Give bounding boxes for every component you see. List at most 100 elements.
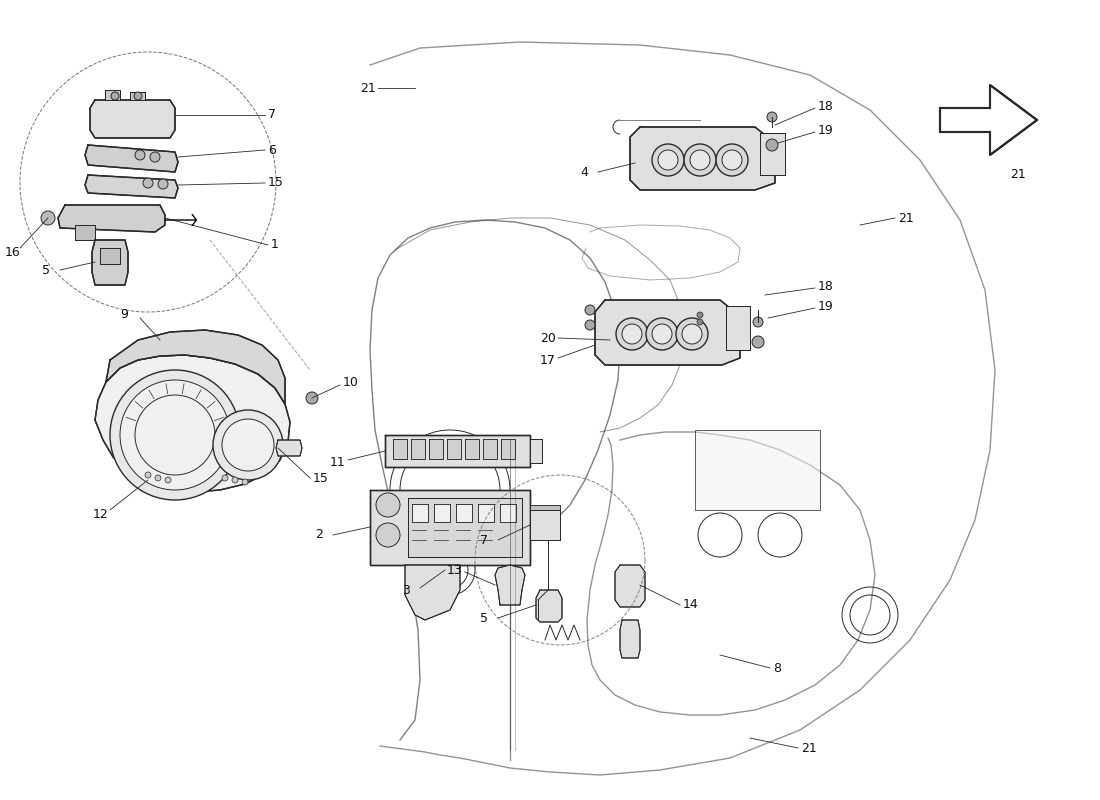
- Circle shape: [143, 178, 153, 188]
- Polygon shape: [615, 565, 645, 607]
- Polygon shape: [75, 225, 95, 240]
- Circle shape: [646, 318, 678, 350]
- Text: 13: 13: [447, 563, 463, 577]
- Text: 6: 6: [268, 143, 276, 157]
- Circle shape: [585, 305, 595, 315]
- Circle shape: [716, 144, 748, 176]
- Polygon shape: [695, 430, 820, 510]
- Polygon shape: [385, 435, 530, 467]
- Circle shape: [652, 324, 672, 344]
- Text: 2: 2: [315, 529, 323, 542]
- Text: 1: 1: [271, 238, 279, 251]
- Polygon shape: [370, 490, 530, 565]
- Polygon shape: [434, 504, 450, 522]
- Text: 9: 9: [120, 309, 128, 322]
- Circle shape: [616, 318, 648, 350]
- Polygon shape: [760, 133, 785, 175]
- Circle shape: [376, 493, 400, 517]
- Polygon shape: [536, 590, 562, 622]
- Text: 21: 21: [898, 211, 914, 225]
- Circle shape: [135, 150, 145, 160]
- Text: 21: 21: [801, 742, 816, 754]
- Circle shape: [145, 472, 151, 478]
- Circle shape: [111, 92, 119, 100]
- Text: 12: 12: [94, 507, 109, 521]
- Text: 20: 20: [540, 331, 556, 345]
- Polygon shape: [58, 205, 165, 232]
- Text: 19: 19: [818, 123, 834, 137]
- Polygon shape: [456, 504, 472, 522]
- Polygon shape: [276, 440, 303, 456]
- Text: 18: 18: [818, 279, 834, 293]
- Circle shape: [150, 152, 160, 162]
- Circle shape: [766, 139, 778, 151]
- Text: 21: 21: [1010, 169, 1025, 182]
- Circle shape: [155, 475, 161, 481]
- Text: 17: 17: [540, 354, 556, 366]
- Circle shape: [697, 312, 703, 318]
- Polygon shape: [630, 127, 776, 190]
- Text: 18: 18: [818, 99, 834, 113]
- Circle shape: [135, 395, 214, 475]
- Polygon shape: [478, 504, 494, 522]
- Polygon shape: [130, 92, 145, 100]
- Polygon shape: [95, 355, 290, 492]
- Polygon shape: [595, 300, 740, 365]
- Circle shape: [754, 317, 763, 327]
- Text: 7: 7: [480, 534, 488, 546]
- Circle shape: [158, 179, 168, 189]
- Text: 5: 5: [42, 263, 50, 277]
- Circle shape: [658, 150, 678, 170]
- Circle shape: [621, 324, 642, 344]
- Polygon shape: [530, 439, 542, 463]
- Circle shape: [110, 370, 240, 500]
- Text: 8: 8: [773, 662, 781, 674]
- Polygon shape: [393, 439, 407, 459]
- Text: 19: 19: [818, 299, 834, 313]
- Polygon shape: [85, 145, 178, 172]
- Circle shape: [684, 144, 716, 176]
- Circle shape: [165, 477, 170, 483]
- Text: 7: 7: [268, 109, 276, 122]
- Polygon shape: [85, 175, 178, 198]
- Circle shape: [222, 419, 274, 471]
- Text: 4: 4: [580, 166, 587, 178]
- Text: 21: 21: [360, 82, 376, 94]
- Circle shape: [41, 211, 55, 225]
- Polygon shape: [483, 439, 497, 459]
- Circle shape: [652, 144, 684, 176]
- Circle shape: [752, 336, 764, 348]
- Circle shape: [242, 479, 248, 485]
- Polygon shape: [92, 240, 128, 285]
- Circle shape: [306, 392, 318, 404]
- Circle shape: [134, 92, 142, 100]
- Circle shape: [222, 475, 228, 481]
- Text: 16: 16: [6, 246, 21, 258]
- Polygon shape: [100, 248, 120, 264]
- Circle shape: [767, 112, 777, 122]
- Circle shape: [690, 150, 710, 170]
- Text: 15: 15: [314, 471, 329, 485]
- Polygon shape: [90, 100, 175, 138]
- Circle shape: [232, 477, 238, 483]
- Circle shape: [682, 324, 702, 344]
- Circle shape: [213, 410, 283, 480]
- Text: 5: 5: [480, 611, 488, 625]
- Circle shape: [722, 150, 742, 170]
- Circle shape: [697, 319, 703, 325]
- Text: 15: 15: [268, 177, 284, 190]
- Polygon shape: [530, 510, 560, 540]
- Circle shape: [376, 523, 400, 547]
- Text: 3: 3: [402, 583, 410, 597]
- Polygon shape: [411, 439, 425, 459]
- Circle shape: [585, 320, 595, 330]
- Polygon shape: [495, 565, 525, 605]
- Polygon shape: [405, 565, 460, 620]
- Polygon shape: [104, 90, 120, 100]
- Circle shape: [676, 318, 708, 350]
- Text: 10: 10: [343, 377, 359, 390]
- Polygon shape: [465, 439, 478, 459]
- Polygon shape: [447, 439, 461, 459]
- Polygon shape: [500, 504, 516, 522]
- Text: 14: 14: [683, 598, 698, 611]
